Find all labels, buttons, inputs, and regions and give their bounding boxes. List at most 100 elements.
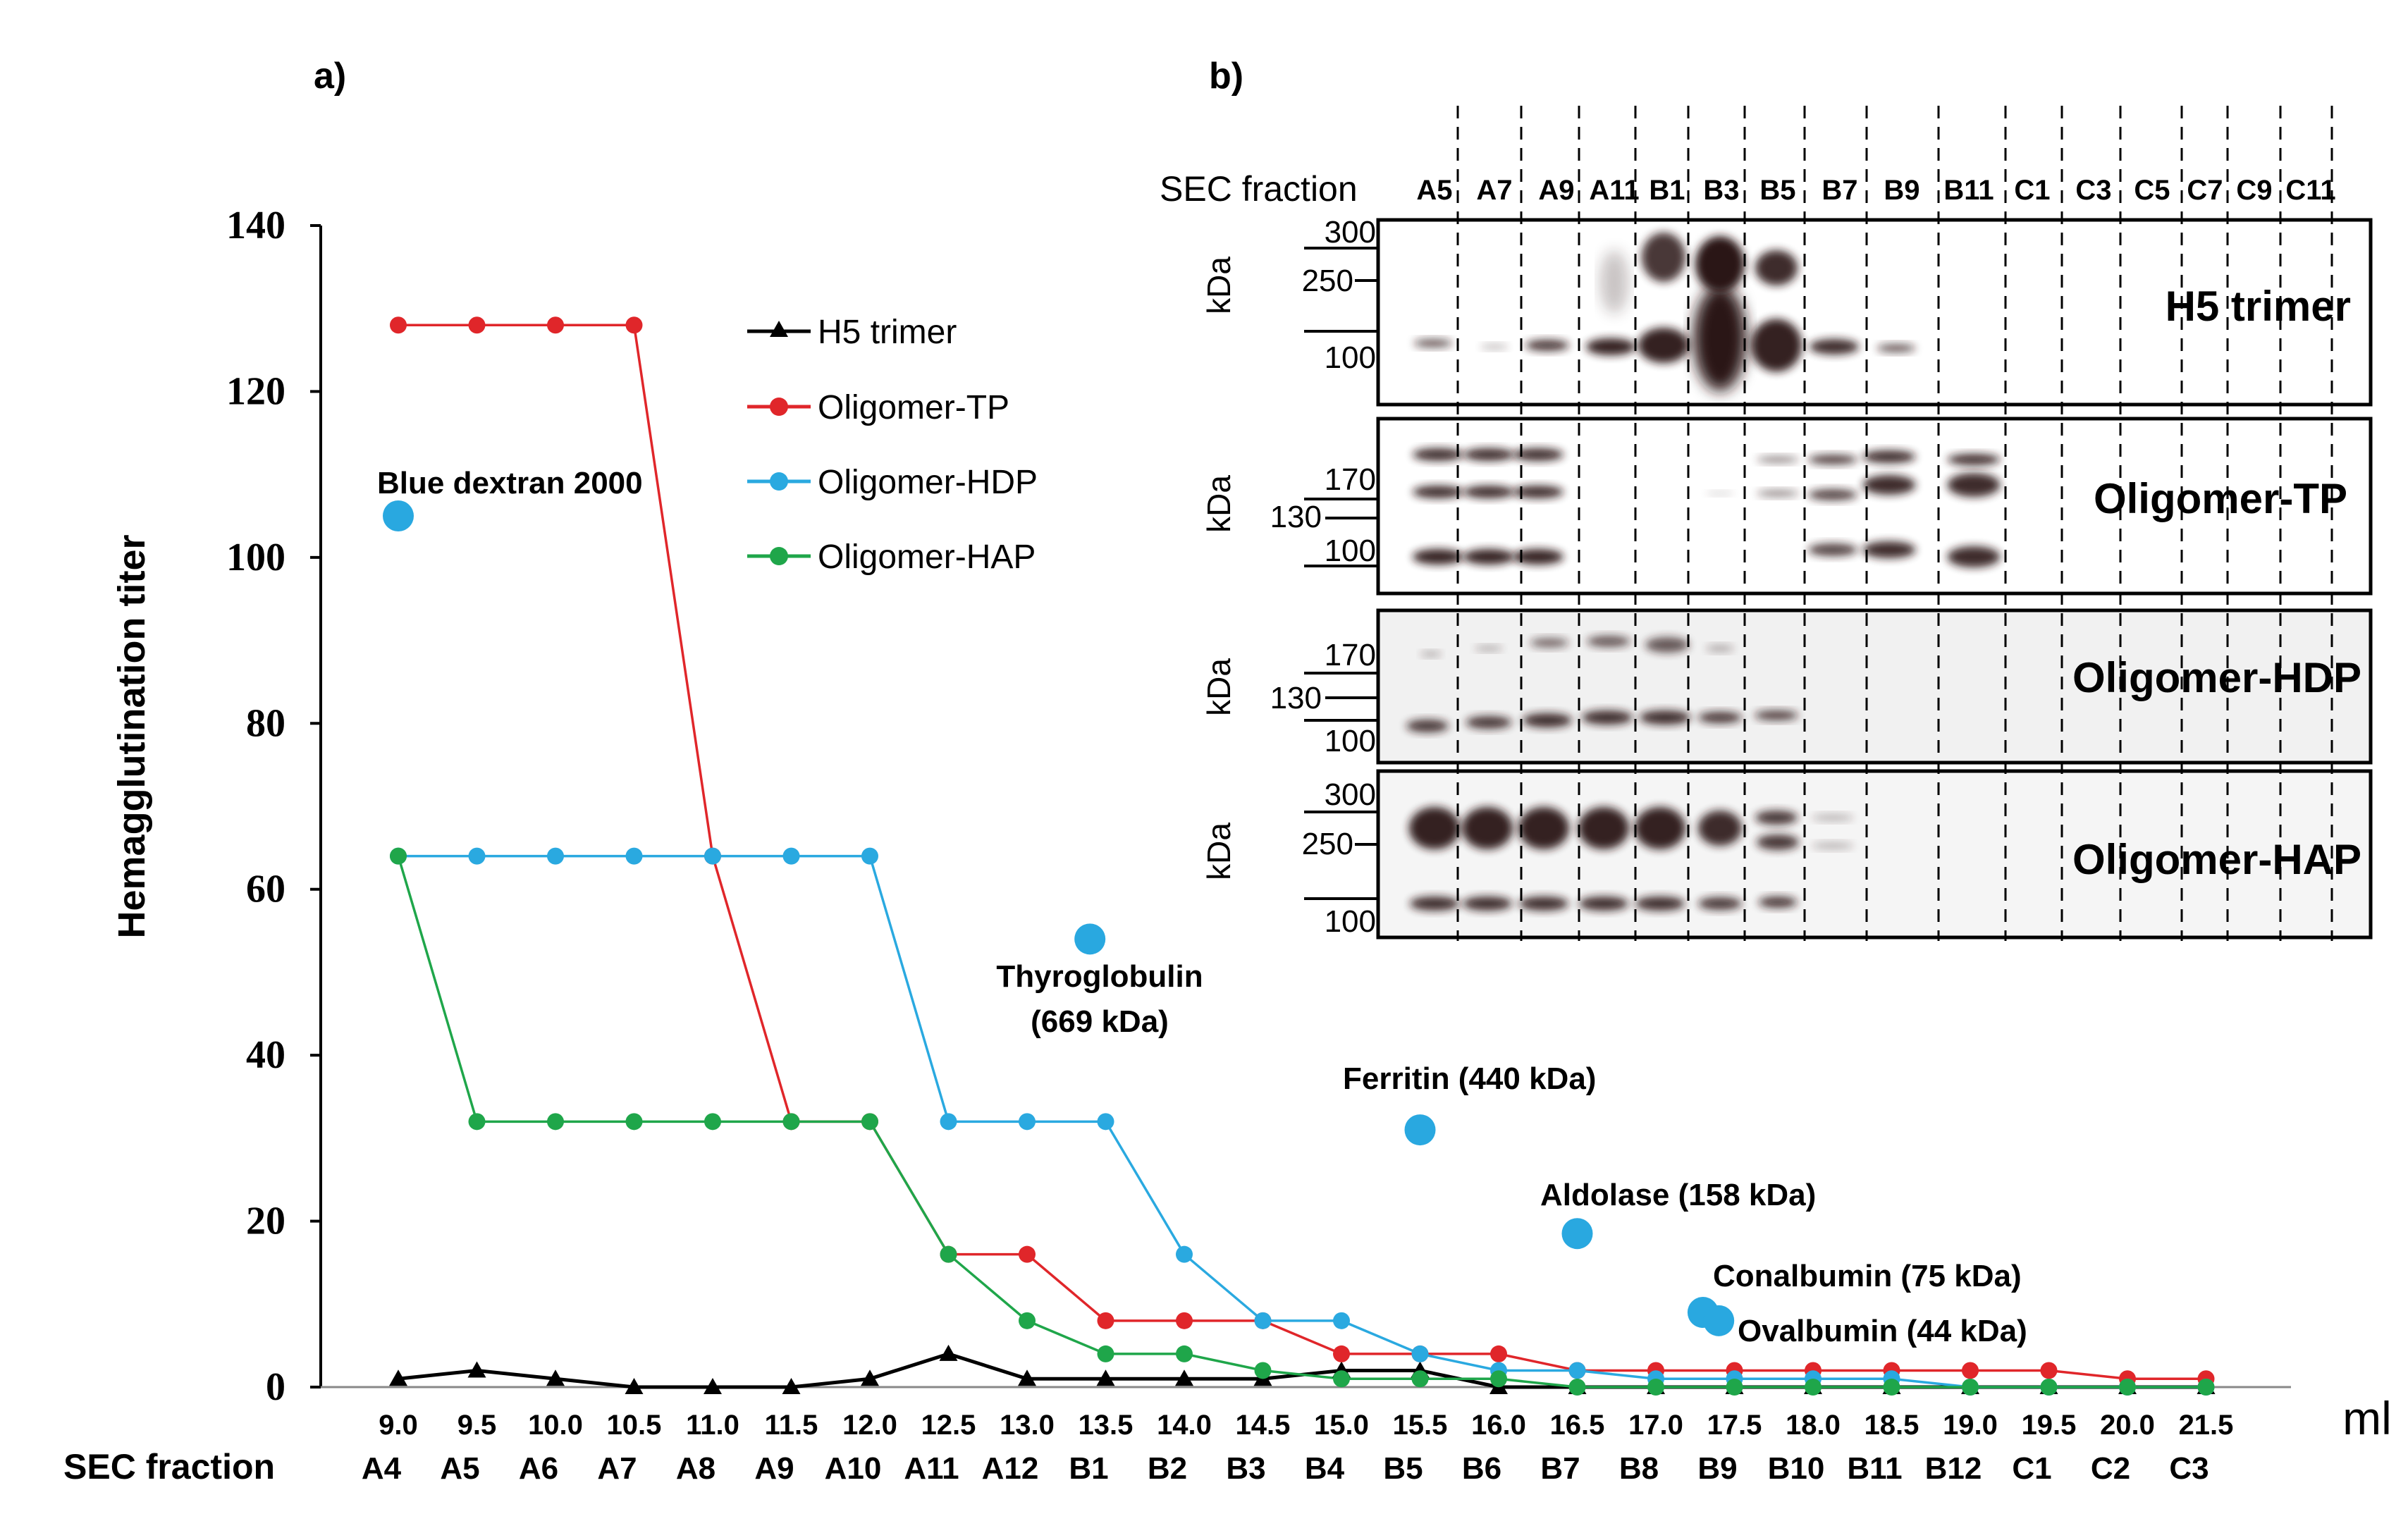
series-line: [397, 856, 2206, 1388]
blot-band: [1758, 897, 1798, 908]
circle-marker-icon: [770, 472, 788, 491]
kda-label: kDa: [1200, 475, 1237, 533]
blot-band: [1876, 344, 1916, 352]
x-fraction-row-label: SEC fraction: [63, 1447, 275, 1486]
blot-band: [1519, 897, 1568, 911]
blot-bands: [1406, 233, 2001, 911]
data-point: [390, 316, 407, 334]
blot-band: [1587, 636, 1630, 647]
data-point: [1962, 1379, 1979, 1396]
data-point: [782, 1113, 800, 1131]
standard-point: [1074, 923, 1106, 955]
data-point: [1333, 1345, 1350, 1362]
svg-text:300: 300: [1325, 215, 1376, 250]
standard-label: Thyroglobulin: [996, 959, 1203, 994]
blot-band: [1695, 236, 1745, 292]
lane-label: C7: [2187, 175, 2223, 206]
x-tick-label: 18.5: [1865, 1410, 1919, 1441]
data-point: [1018, 1369, 1036, 1386]
x-fraction-label: A8: [676, 1451, 715, 1486]
data-point: [389, 1369, 407, 1386]
blot-band: [1693, 285, 1747, 391]
data-point: [1254, 1362, 1272, 1379]
blot-band: [1513, 448, 1564, 461]
standard-label: (669 kDa): [1031, 1004, 1169, 1039]
data-point: [1176, 1312, 1193, 1329]
blot-band: [1413, 486, 1463, 498]
lane-label: A9: [1538, 175, 1574, 206]
blot-h5-trimer: [1376, 218, 2373, 407]
x-fraction-label: A4: [362, 1451, 402, 1486]
blot-band: [1640, 710, 1690, 725]
data-point: [1726, 1379, 1743, 1396]
data-point: [468, 847, 486, 865]
data-point: [1411, 1370, 1429, 1388]
y-tick-label: 60: [246, 868, 285, 911]
data-point: [2040, 1362, 2058, 1379]
standard-label: Blue dextran 2000: [377, 466, 643, 500]
blot-band: [1530, 638, 1569, 648]
y-tick-label: 100: [226, 536, 285, 579]
x-tick-label: 12.5: [921, 1410, 976, 1441]
x-tick-label: 11.5: [765, 1410, 818, 1441]
legend-item-oligomer-hap: Oligomer-HAP: [747, 538, 1036, 576]
standard-point: [1703, 1305, 1735, 1336]
blot-band: [1600, 250, 1628, 314]
x-tick-label: 12.0: [842, 1410, 897, 1441]
svg-text:250: 250: [1302, 827, 1353, 861]
blot-band: [1862, 475, 1916, 495]
lane-label: B3: [1703, 175, 1739, 206]
x-tick-label: 18.0: [1786, 1410, 1841, 1441]
x-fraction-label: B6: [1462, 1451, 1501, 1486]
data-point: [1411, 1345, 1429, 1362]
data-point: [625, 1378, 644, 1394]
blot-band: [1463, 549, 1514, 565]
data-point: [1647, 1379, 1664, 1396]
data-point: [1805, 1379, 1822, 1396]
data-point: [547, 316, 564, 334]
panel-b-label: b): [1209, 56, 1243, 97]
data-point: [1333, 1312, 1350, 1329]
data-point: [467, 1361, 486, 1378]
standard-point: [1404, 1114, 1436, 1146]
lane-labels: A5 A7 A9 A11 B1 B3 B5 B7 B9 B11 C1 C3 C5 C7 C9 C11: [1416, 175, 2335, 206]
blot-band: [1513, 549, 1564, 565]
blot-band: [1812, 814, 1854, 821]
svg-text:130: 130: [1270, 500, 1322, 534]
data-point: [704, 1378, 722, 1394]
svg-text:H5 trimer: H5 trimer: [818, 314, 957, 351]
kda-label: kDa: [1200, 823, 1237, 880]
x-fraction-label: B11: [1847, 1451, 1902, 1486]
blot-band: [1480, 344, 1509, 350]
data-point: [547, 1113, 564, 1131]
lane-label: B11: [1943, 175, 1994, 206]
data-point: [1019, 1245, 1036, 1263]
x-tick-label: 16.0: [1471, 1410, 1526, 1441]
svg-text:100: 100: [1325, 904, 1376, 939]
legend: H5 trimer Oligomer-TP Oligomer-HDP Oligo…: [747, 314, 1038, 576]
circle-marker-icon: [770, 398, 788, 416]
x-fraction-label: B10: [1768, 1451, 1825, 1486]
blot-band: [1862, 450, 1916, 463]
data-point: [1097, 1345, 1114, 1362]
data-point: [1883, 1379, 1900, 1396]
blot-band: [1413, 549, 1463, 565]
legend-item-oligomer-hdp: Oligomer-HDP: [747, 464, 1038, 501]
blot-band: [1586, 338, 1635, 355]
blot-band: [1751, 319, 1802, 372]
x-tick-label: 19.0: [1943, 1410, 1998, 1441]
data-point: [861, 1369, 879, 1386]
data-point: [468, 316, 486, 334]
blot-band: [1638, 328, 1689, 363]
standard-point: [1561, 1218, 1593, 1250]
lane-label: C5: [2134, 175, 2170, 206]
blot-band: [1518, 807, 1569, 849]
blot-band: [1808, 489, 1857, 500]
lane-row-label: SEC fraction: [1160, 169, 1358, 209]
blot-band: [1698, 712, 1742, 723]
blot-band: [1706, 491, 1734, 495]
x-fraction-label: C1: [2012, 1451, 2051, 1486]
x-tick-label: 14.5: [1236, 1410, 1291, 1441]
x-fraction-label: C2: [2091, 1451, 2130, 1486]
blot-oligomer-hdp: [1376, 608, 2373, 765]
